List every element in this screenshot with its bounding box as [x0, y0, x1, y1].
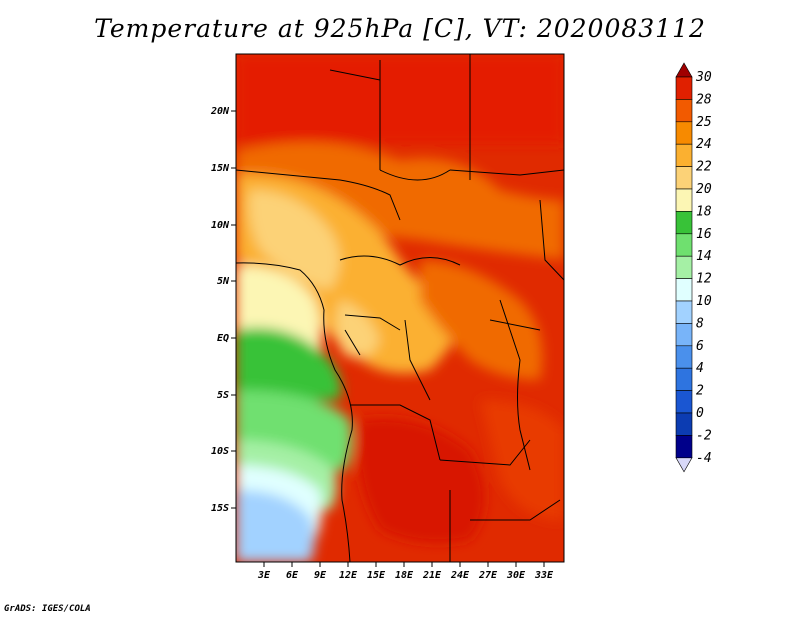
colorbar-label: 2 [696, 384, 704, 399]
lat-tick-label: 15S [211, 503, 229, 514]
colorbar-label: -2 [696, 428, 712, 443]
lat-tick-label: 20N [210, 106, 230, 117]
colorbar-label: 12 [696, 272, 712, 287]
colorbar-swatch [675, 435, 693, 459]
temperature-field [236, 54, 564, 562]
colorbar-label: 16 [696, 227, 712, 242]
lat-tick-label: 10S [211, 446, 229, 457]
colorbar-swatch [675, 323, 693, 347]
colorbar-bottom-arrow [675, 457, 693, 473]
lon-tick-label: 6E [286, 570, 299, 581]
lon-tick-label: 18E [395, 570, 414, 581]
colorbar-label: 20 [696, 182, 712, 197]
lat-tick-label: 15N [211, 163, 230, 174]
colorbar-swatch [675, 188, 693, 212]
colorbar-swatch [675, 255, 693, 279]
colorbar-label: 10 [696, 294, 712, 309]
colorbar-label: 18 [696, 204, 712, 219]
colorbar-swatch [675, 412, 693, 436]
lon-tick-label: 15E [367, 570, 386, 581]
colorbar-swatch [675, 345, 693, 369]
lon-tick-label: 27E [478, 570, 498, 581]
colorbar-swatch [675, 211, 693, 235]
colorbar-swatch [675, 367, 693, 391]
colorbar-label: 24 [696, 137, 712, 152]
colorbar-label: 6 [696, 339, 704, 354]
map-title: Temperature at 925hPa [C], VT: 202008311… [94, 14, 706, 43]
lon-tick-label: 33E [534, 570, 554, 581]
colorbar-swatch [675, 99, 693, 123]
colorbar-label: -4 [696, 451, 712, 466]
colorbar-label: 0 [696, 406, 704, 421]
colorbar-label: 4 [696, 361, 704, 376]
lat-axis: 20N 15N 10N 5N EQ 5S 10S 15S [210, 106, 236, 514]
colorbar-label: 14 [696, 249, 712, 264]
colorbar-swatch [675, 121, 693, 145]
colorbar-swatch [675, 166, 693, 190]
colorbar-label: 8 [696, 316, 704, 331]
colorbar-top-arrow [675, 62, 693, 78]
lon-tick-label: 12E [339, 570, 358, 581]
colorbar-label: 28 [696, 92, 712, 107]
map-frame [235, 53, 565, 563]
map-borders [236, 54, 564, 562]
lat-tick-label: 5S [217, 390, 229, 401]
lon-tick-label: 3E [257, 570, 271, 581]
colorbar-swatch [675, 233, 693, 257]
colorbar-label: 22 [696, 160, 712, 175]
colorbar-swatch [675, 390, 693, 414]
lon-tick-label: 21E [422, 570, 442, 581]
colorbar-swatch [675, 76, 693, 100]
colorbar-label: 25 [696, 115, 712, 130]
colorbar-swatch [675, 300, 693, 324]
lat-tick-label: 10N [211, 220, 230, 231]
lat-tick-label: 5N [217, 276, 230, 287]
lat-tick-label: EQ [217, 333, 229, 344]
lon-tick-label: 9E [314, 570, 327, 581]
lon-tick-label: 30E [506, 570, 526, 581]
colorbar-swatch [675, 278, 693, 302]
lon-axis: 3E 6E 9E 12E 15E 18E 21E 24E 27E 30E 33E [257, 562, 554, 581]
colorbar-label: 30 [695, 70, 712, 85]
colorbar-swatch [675, 143, 693, 167]
grads-credit: GrADS: IGES/COLA [4, 604, 91, 614]
lon-tick-label: 24E [450, 570, 470, 581]
